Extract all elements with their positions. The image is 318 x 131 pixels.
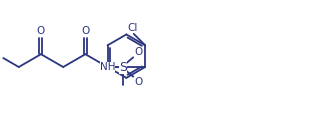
- Text: O: O: [134, 47, 142, 57]
- Text: O: O: [81, 26, 89, 36]
- Text: NH: NH: [100, 62, 115, 72]
- Text: O: O: [134, 77, 142, 87]
- Text: O: O: [37, 26, 45, 36]
- Text: S: S: [119, 61, 127, 73]
- Text: Cl: Cl: [127, 23, 137, 33]
